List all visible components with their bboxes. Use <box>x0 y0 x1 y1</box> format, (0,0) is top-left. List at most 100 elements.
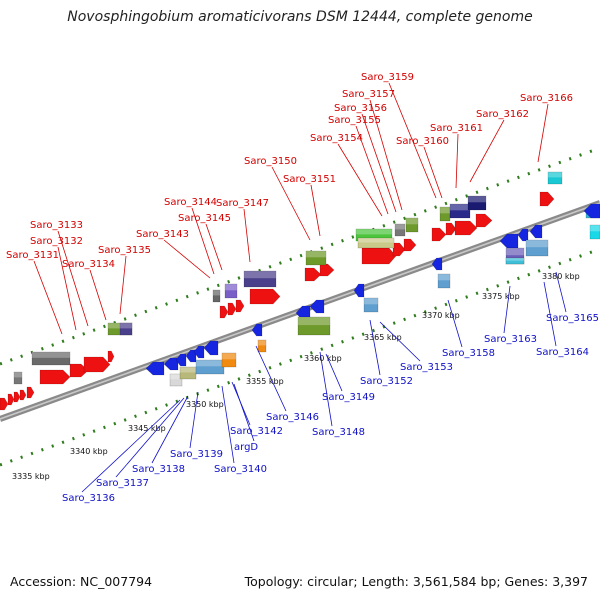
gene-box-navy <box>449 203 471 219</box>
reverse-gene-arrow <box>251 323 263 337</box>
gene-box-orange <box>257 339 267 353</box>
gene-box-grey-body <box>394 223 406 237</box>
forward-gene-label: Saro_3160 <box>396 136 449 147</box>
reverse-gene-label: Saro_3136 <box>62 493 115 504</box>
scale-tick-label: 3370 kbp <box>422 311 460 320</box>
forward-gene-label: Saro_3145 <box>178 213 231 224</box>
gene-box-grey-shine <box>14 372 22 378</box>
reverse-gene-leader <box>81 399 181 493</box>
reverse-gene-arrow <box>529 224 543 239</box>
forward-gene-arrow <box>107 350 115 363</box>
forward-gene-label: Saro_3161 <box>430 123 483 134</box>
reverse-gene-label: Saro_3138 <box>132 464 185 475</box>
gene-box-steelblue-shine <box>196 360 224 367</box>
reverse-gene-label: Saro_3158 <box>442 348 495 359</box>
forward-gene-label: Saro_3144 <box>164 197 217 208</box>
forward-gene-leader <box>361 113 397 213</box>
scale-tick-label: 3360 kbp <box>304 354 342 363</box>
forward-gene-arrow <box>392 242 406 257</box>
forward-gene-arrow <box>539 191 555 207</box>
reverse-gene-arrow <box>193 345 205 359</box>
forward-gene-label: Saro_3132 <box>30 236 83 247</box>
reverse-gene-arrow <box>583 203 600 219</box>
genome-stats-text: Topology: circular; Length: 3,561,584 bp… <box>244 574 588 589</box>
scale-tick-label: 3365 kbp <box>364 333 402 342</box>
forward-gene-arrow <box>0 397 9 411</box>
gene-box-grey-body <box>31 351 71 366</box>
reverse-gene-leader <box>369 319 381 376</box>
gene-box-cyan-body <box>589 224 600 240</box>
gene-box-grey <box>394 223 406 237</box>
gene-box-steelblue <box>195 359 225 375</box>
gene-box-purple-shine <box>120 323 132 329</box>
gene-box-orange <box>221 352 237 368</box>
reverse-gene-leader <box>231 381 251 426</box>
forward-gene-arrow <box>39 369 71 385</box>
gene-box-cyan-shine <box>590 225 600 232</box>
reverse-gene-label: Saro_3146 <box>266 412 319 423</box>
gene-box-grey-shine <box>395 224 405 230</box>
reverse-gene-label: Saro_3148 <box>312 427 365 438</box>
gene-box-cyan <box>589 224 600 240</box>
forward-gene-leader <box>455 133 459 189</box>
gene-box-olive-shine <box>406 218 418 225</box>
forward-gene-leader <box>163 239 211 279</box>
gene-box-navy-body <box>467 195 487 211</box>
reverse-gene-arrow <box>353 283 365 298</box>
forward-gene-label: Saro_3154 <box>310 133 363 144</box>
accession-text: Accession: NC_007794 <box>10 574 153 589</box>
gene-box-cyan-shine <box>506 258 524 261</box>
gene-box-orange-body <box>257 339 267 353</box>
gene-box-olive <box>305 250 327 266</box>
gene-box-steelblue-shine <box>438 274 450 281</box>
reverse-gene-label: Saro_3152 <box>360 376 413 387</box>
gene-box-khaki-shine <box>358 238 394 243</box>
gene-box-olive-body <box>297 316 331 336</box>
gene-box-cyan <box>547 171 563 185</box>
gene-box-purple-shine <box>506 248 524 256</box>
reverse-gene-arrow <box>185 349 197 363</box>
forward-gene-leader <box>355 125 389 215</box>
gene-box-navy-body <box>449 203 471 219</box>
forward-gene-label: Saro_3131 <box>6 250 59 261</box>
gene-box-steelblue-body <box>525 239 549 257</box>
reverse-gene-arrow <box>517 228 529 242</box>
gene-box-steelblue-body <box>437 273 451 289</box>
gene-box-orange-shine <box>222 353 236 360</box>
scale-tick-label: 3350 kbp <box>186 400 224 409</box>
reverse-gene-label: Saro_3137 <box>96 478 149 489</box>
scale-tick-label: 3380 kbp <box>542 272 580 281</box>
gene-box-navy-shine <box>468 196 486 203</box>
gene-box-purple-body <box>119 322 133 336</box>
reverse-gene-label: Saro_3142 <box>230 426 283 437</box>
reverse-gene-label: Saro_3164 <box>536 347 589 358</box>
reverse-gene-leader <box>115 397 185 478</box>
forward-gene-arrow <box>249 288 281 305</box>
reverse-gene-label: Saro_3140 <box>214 464 267 475</box>
forward-gene-label: Saro_3166 <box>520 93 573 104</box>
gene-box-steelblue <box>363 297 379 313</box>
gene-box-navy <box>467 195 487 211</box>
gene-box-light-shine <box>170 374 182 380</box>
gene-box-steelblue-body <box>363 297 379 313</box>
forward-gene-leader <box>33 260 63 335</box>
forward-gene-leader <box>119 255 127 315</box>
gene-box-steelblue-shine <box>526 240 548 248</box>
gene-box-olive-body <box>405 217 419 233</box>
forward-gene-label: Saro_3155 <box>328 115 381 126</box>
gene-box-cyan-body <box>547 171 563 185</box>
forward-gene-arrow <box>69 363 89 378</box>
gene-box-steelblue <box>525 239 549 257</box>
forward-gene-leader <box>310 184 321 237</box>
gene-box-grey-body <box>212 289 221 303</box>
gene-box-grey <box>13 371 23 385</box>
gene-box-purple-body <box>224 283 238 299</box>
gene-box-olive <box>439 206 451 222</box>
forward-gene-leader <box>57 230 89 327</box>
forward-gene-leader <box>89 269 107 321</box>
gene-box-cyan <box>505 257 525 265</box>
scale-tick-label: 3375 kbp <box>482 292 520 301</box>
forward-gene-label: Saro_3143 <box>136 229 189 240</box>
gene-box-olive <box>405 217 419 233</box>
